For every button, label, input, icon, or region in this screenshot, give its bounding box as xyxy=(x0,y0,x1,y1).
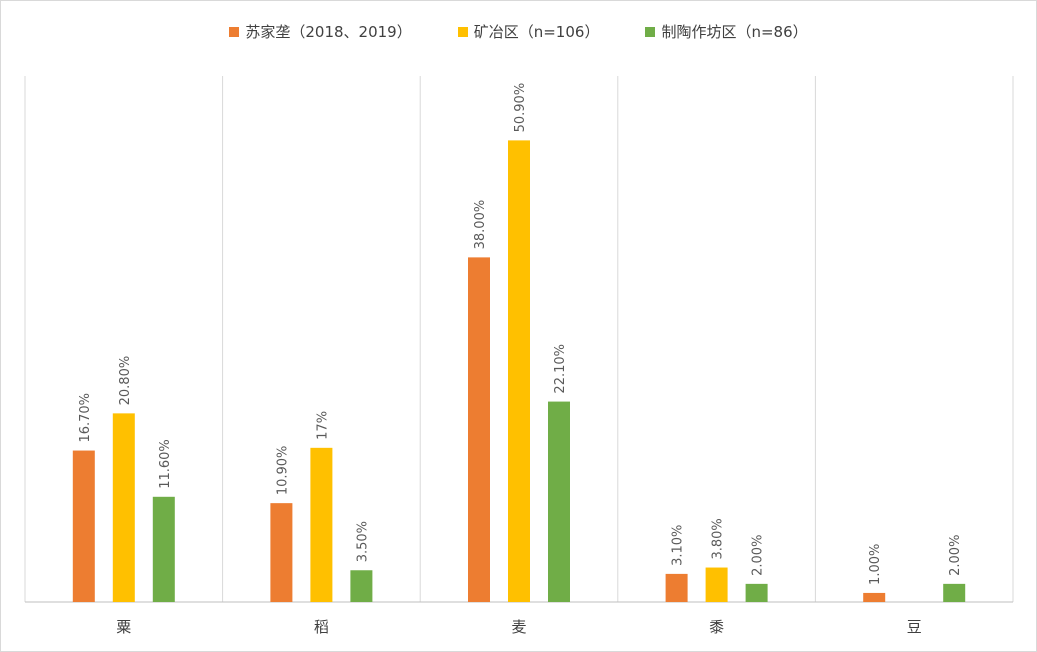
data-label: 2.00% xyxy=(751,535,766,576)
legend-swatch-1 xyxy=(229,26,240,37)
data-label: 3.10% xyxy=(671,525,686,566)
bar-2-2 xyxy=(310,447,333,602)
data-label: 3.80% xyxy=(711,518,726,559)
bar-1-5 xyxy=(863,592,886,602)
bar-3-2 xyxy=(350,570,373,602)
data-label: 3.50% xyxy=(355,521,370,562)
data-label: 17% xyxy=(315,411,330,440)
data-label: 11.60% xyxy=(158,439,173,489)
data-label: 2.00% xyxy=(948,535,963,576)
data-label: 38.00% xyxy=(473,200,488,250)
bar-1-3 xyxy=(468,257,490,602)
legend-label-3: 制陶作坊区（n=86） xyxy=(661,23,808,41)
legend-item-series-3: 制陶作坊区（n=86） xyxy=(645,21,808,42)
bar-2-1 xyxy=(112,413,135,602)
bar-1-2 xyxy=(270,503,293,602)
legend-swatch-2 xyxy=(457,26,468,37)
legend-item-series-2: 矿冶区（n=106） xyxy=(457,21,600,42)
bar-3-5 xyxy=(943,583,966,602)
bar-3-4 xyxy=(745,583,768,602)
bar-3-1 xyxy=(152,496,175,602)
x-tick-label: 麦 xyxy=(511,618,526,636)
data-label: 16.70% xyxy=(78,393,93,443)
data-label: 10.90% xyxy=(275,446,290,496)
legend-item-series-1: 苏家垄（2018、2019） xyxy=(229,21,412,42)
data-label: 1.00% xyxy=(868,544,883,585)
data-label: 22.10% xyxy=(553,344,568,394)
bar-1-4 xyxy=(665,573,688,602)
x-tick-label: 黍 xyxy=(709,618,724,636)
legend-label-2: 矿冶区（n=106） xyxy=(473,23,600,41)
x-tick-label: 稻 xyxy=(314,618,329,636)
bar-2-3 xyxy=(508,140,530,602)
x-tick-label: 粟 xyxy=(116,618,131,636)
legend-swatch-3 xyxy=(645,26,656,37)
legend: 苏家垄（2018、2019） 矿冶区（n=106） 制陶作坊区（n=86） xyxy=(0,21,1037,42)
legend-label-1: 苏家垄（2018、2019） xyxy=(245,23,412,41)
bar-3-3 xyxy=(548,401,570,602)
bar-2-4 xyxy=(705,567,728,602)
bar-1-1 xyxy=(72,450,95,602)
data-label: 50.90% xyxy=(513,83,528,133)
data-label: 20.80% xyxy=(118,356,133,406)
x-tick-label: 豆 xyxy=(907,618,922,636)
